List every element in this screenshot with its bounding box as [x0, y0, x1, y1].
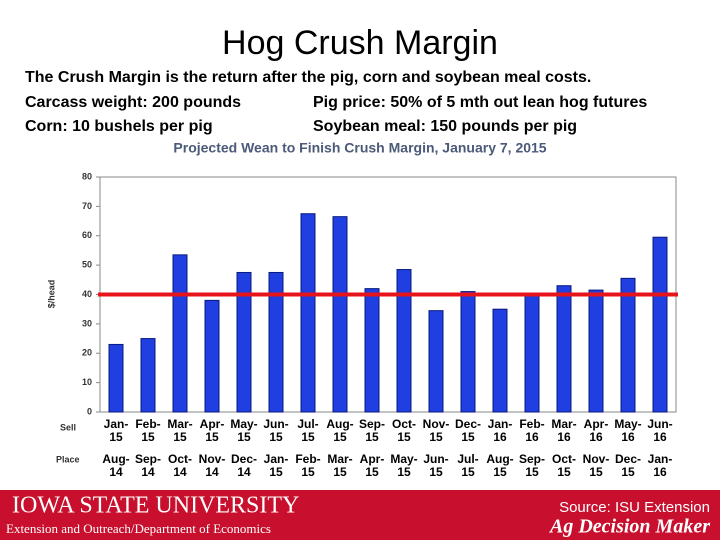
x-tick-label: Mar-16 [551, 417, 576, 444]
place-label: Oct-15 [552, 452, 576, 479]
department: Extension and Outreach/Department of Eco… [6, 521, 271, 536]
place-label: Oct-14 [168, 452, 192, 479]
y-axis-label: $/head [46, 280, 56, 309]
x-tick-label: Mar-15 [167, 417, 192, 444]
brand: Ag Decision Maker [548, 516, 710, 538]
x-tick-label: May-16 [614, 417, 641, 444]
row-label: Place [56, 454, 80, 464]
bar [332, 216, 348, 413]
bar [204, 299, 220, 413]
place-label: Sep-14 [135, 452, 161, 479]
source: Source: ISU Extension [559, 499, 710, 516]
place-label: Jan-15 [264, 452, 289, 479]
place-label: Apr-15 [360, 452, 385, 479]
y-tick-label: 0 [87, 406, 92, 416]
place-label: Nov-15 [583, 452, 610, 479]
x-tick-label: Jan-16 [488, 417, 513, 444]
bar [108, 343, 124, 413]
x-tick-label: Oct-15 [392, 417, 416, 444]
y-tick-label: 30 [82, 318, 92, 328]
bar [300, 213, 316, 413]
place-label: Dec-15 [615, 452, 641, 479]
bar [620, 277, 636, 413]
x-tick-label: Nov-15 [423, 417, 450, 444]
bar [556, 285, 572, 413]
x-tick-label: Sep-15 [359, 417, 385, 444]
info-line: Corn: 10 bushels per pig [25, 118, 213, 135]
place-label: Jul-15 [457, 452, 478, 479]
footer-band [0, 490, 720, 540]
x-tick-label: Jan-15 [104, 417, 129, 444]
bar [140, 338, 156, 413]
place-label: Nov-14 [199, 452, 226, 479]
info-line: Soybean meal: 150 pounds per pig [313, 118, 577, 135]
bar [524, 294, 540, 413]
place-label: Aug-15 [486, 452, 513, 479]
place-label: Dec-14 [231, 452, 257, 479]
bar [172, 254, 188, 413]
place-label: May-15 [390, 452, 417, 479]
y-tick-label: 70 [82, 201, 92, 211]
x-tick-label: Apr-16 [584, 417, 609, 444]
bar [396, 269, 412, 413]
y-tick-label: 10 [82, 377, 92, 387]
x-tick-label: Feb-15 [135, 417, 160, 444]
y-tick-label: 50 [82, 260, 92, 270]
chart-title: Projected Wean to Finish Crush Margin, J… [173, 140, 546, 156]
x-tick-label: Jul-15 [297, 417, 318, 444]
info-line: Carcass weight: 200 pounds [25, 94, 241, 111]
bar [588, 289, 604, 413]
bar [492, 308, 508, 413]
x-tick-label: Apr-15 [200, 417, 225, 444]
place-label: Mar-15 [327, 452, 352, 479]
info-line: Pig price: 50% of 5 mth out lean hog fut… [313, 94, 647, 111]
bar [652, 236, 668, 413]
x-tick-label: Feb-16 [519, 417, 544, 444]
y-tick-label: 20 [82, 348, 92, 358]
bar [428, 310, 444, 413]
row-label: Sell [60, 422, 76, 432]
x-tick-label: Jun-16 [647, 417, 672, 444]
x-tick-label: Aug-15 [326, 417, 353, 444]
info-line: The Crush Margin is the return after the… [25, 69, 591, 86]
place-label: Sep-15 [519, 452, 545, 479]
x-tick-label: Dec-15 [455, 417, 481, 444]
bar [460, 291, 476, 413]
y-tick-label: 60 [82, 230, 92, 240]
place-label: Aug-14 [102, 452, 129, 479]
university-name: IOWA STATE UNIVERSITY [12, 493, 299, 519]
bar [236, 271, 252, 413]
slide-title: Hog Crush Margin [222, 24, 498, 62]
bar [268, 271, 284, 413]
place-label: Jan-16 [648, 452, 673, 479]
place-label: Jun-15 [423, 452, 448, 479]
y-tick-label: 80 [82, 171, 92, 181]
place-label: Feb-15 [295, 452, 320, 479]
y-tick-label: 40 [82, 289, 92, 299]
bar [364, 288, 380, 413]
x-tick-label: Jun-15 [263, 417, 288, 444]
x-tick-label: May-15 [230, 417, 257, 444]
